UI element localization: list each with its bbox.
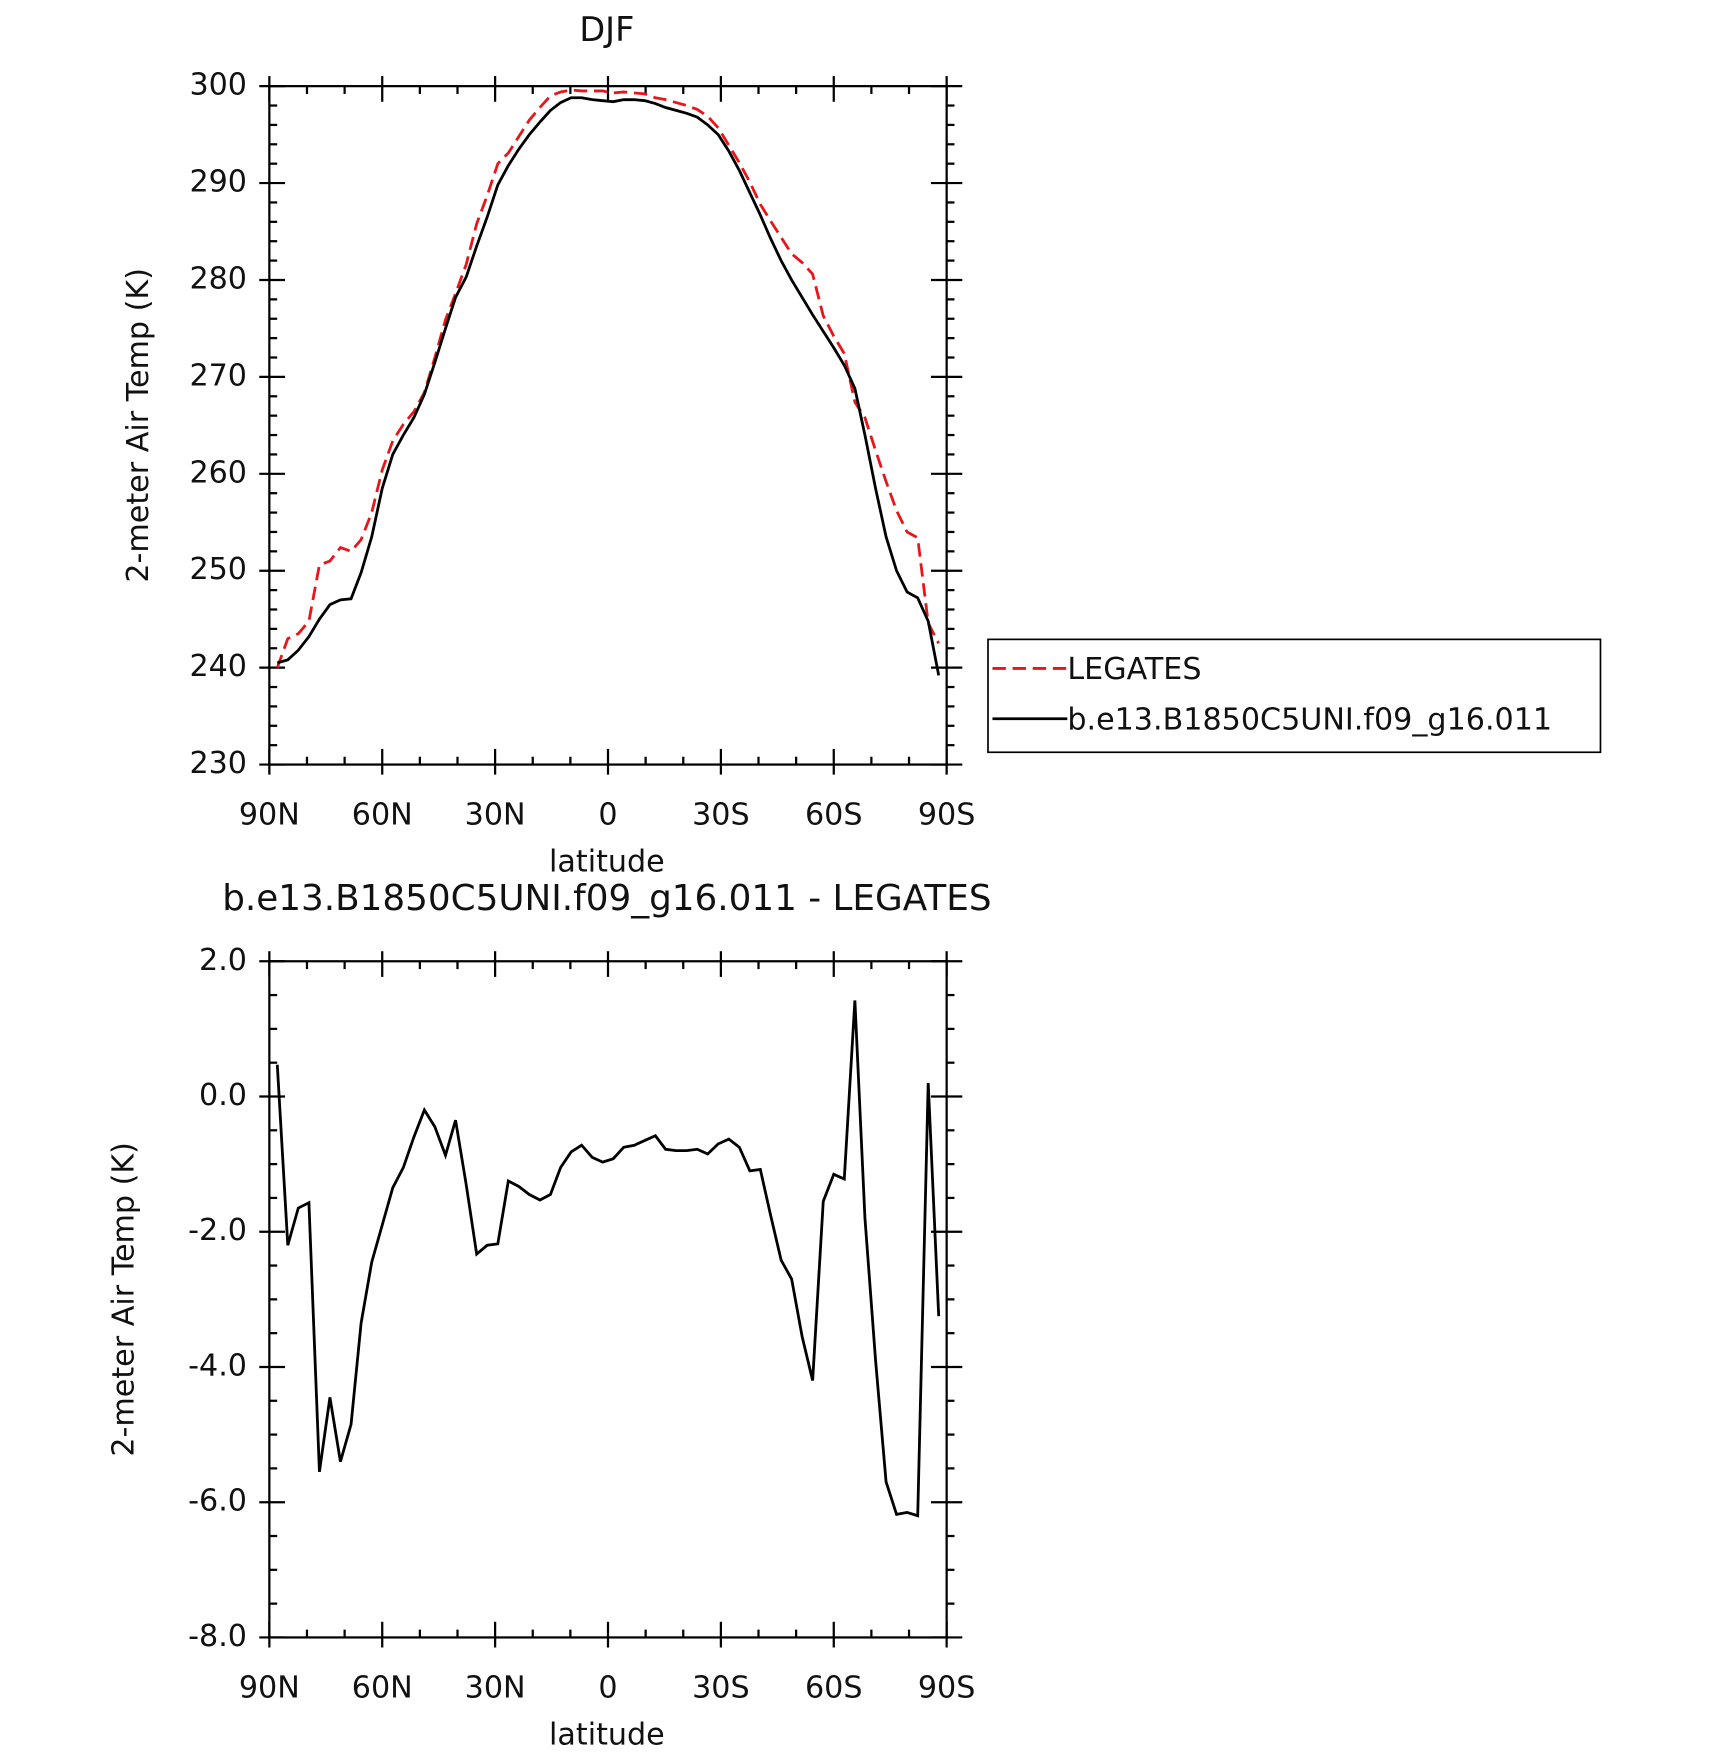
x-tick-label: 0	[598, 797, 617, 832]
y-tick-label: 280	[189, 261, 247, 296]
legend-label: b.e13.B1850C5UNI.f09_g16.011	[1067, 702, 1552, 737]
y-axis-label: 2-meter Air Temp (K)	[107, 1142, 142, 1457]
y-tick-label: 240	[189, 649, 247, 684]
x-tick-label: 30S	[692, 1670, 750, 1705]
y-tick-label: 230	[189, 746, 247, 781]
x-tick-label: 60N	[352, 1670, 413, 1705]
data-line	[275, 1000, 941, 1518]
chart-title: DJF	[579, 10, 634, 49]
y-axis-label: 2-meter Air Temp (K)	[121, 268, 156, 583]
y-tick-label: 300	[189, 68, 247, 103]
y-tick-label: 290	[189, 165, 247, 200]
x-tick-label: 90N	[239, 1670, 300, 1705]
x-tick-label: 90N	[239, 797, 300, 832]
plot-frame	[268, 85, 948, 766]
x-tick-label: 30S	[692, 797, 750, 832]
y-tick-label: 250	[189, 552, 247, 587]
y-tick-label: -4.0	[188, 1348, 247, 1383]
data-line	[275, 88, 940, 669]
legend-box	[987, 638, 1602, 754]
y-tick-label: 0.0	[199, 1078, 247, 1113]
plot-frame	[268, 960, 948, 1639]
x-tick-label: 0	[598, 1670, 617, 1705]
x-axis-label: latitude	[549, 1717, 665, 1752]
y-tick-label: -6.0	[188, 1484, 247, 1519]
legend-label: LEGATES	[1067, 652, 1201, 687]
x-axis-label: latitude	[549, 844, 665, 879]
y-tick-label: 270	[189, 358, 247, 393]
x-tick-label: 60S	[805, 797, 863, 832]
y-tick-label: -2.0	[188, 1213, 247, 1248]
y-tick-label: 2.0	[199, 943, 247, 978]
chart-title: b.e13.B1850C5UNI.f09_g16.011 - LEGATES	[222, 878, 991, 919]
x-tick-label: 30N	[465, 1670, 526, 1705]
data-line	[276, 96, 941, 676]
x-tick-label: 90S	[918, 1670, 976, 1705]
x-tick-label: 90S	[918, 797, 976, 832]
y-tick-label: -8.0	[188, 1619, 247, 1654]
y-tick-label: 260	[189, 455, 247, 490]
x-tick-label: 60N	[352, 797, 413, 832]
x-tick-label: 60S	[805, 1670, 863, 1705]
x-tick-label: 30N	[465, 797, 526, 832]
